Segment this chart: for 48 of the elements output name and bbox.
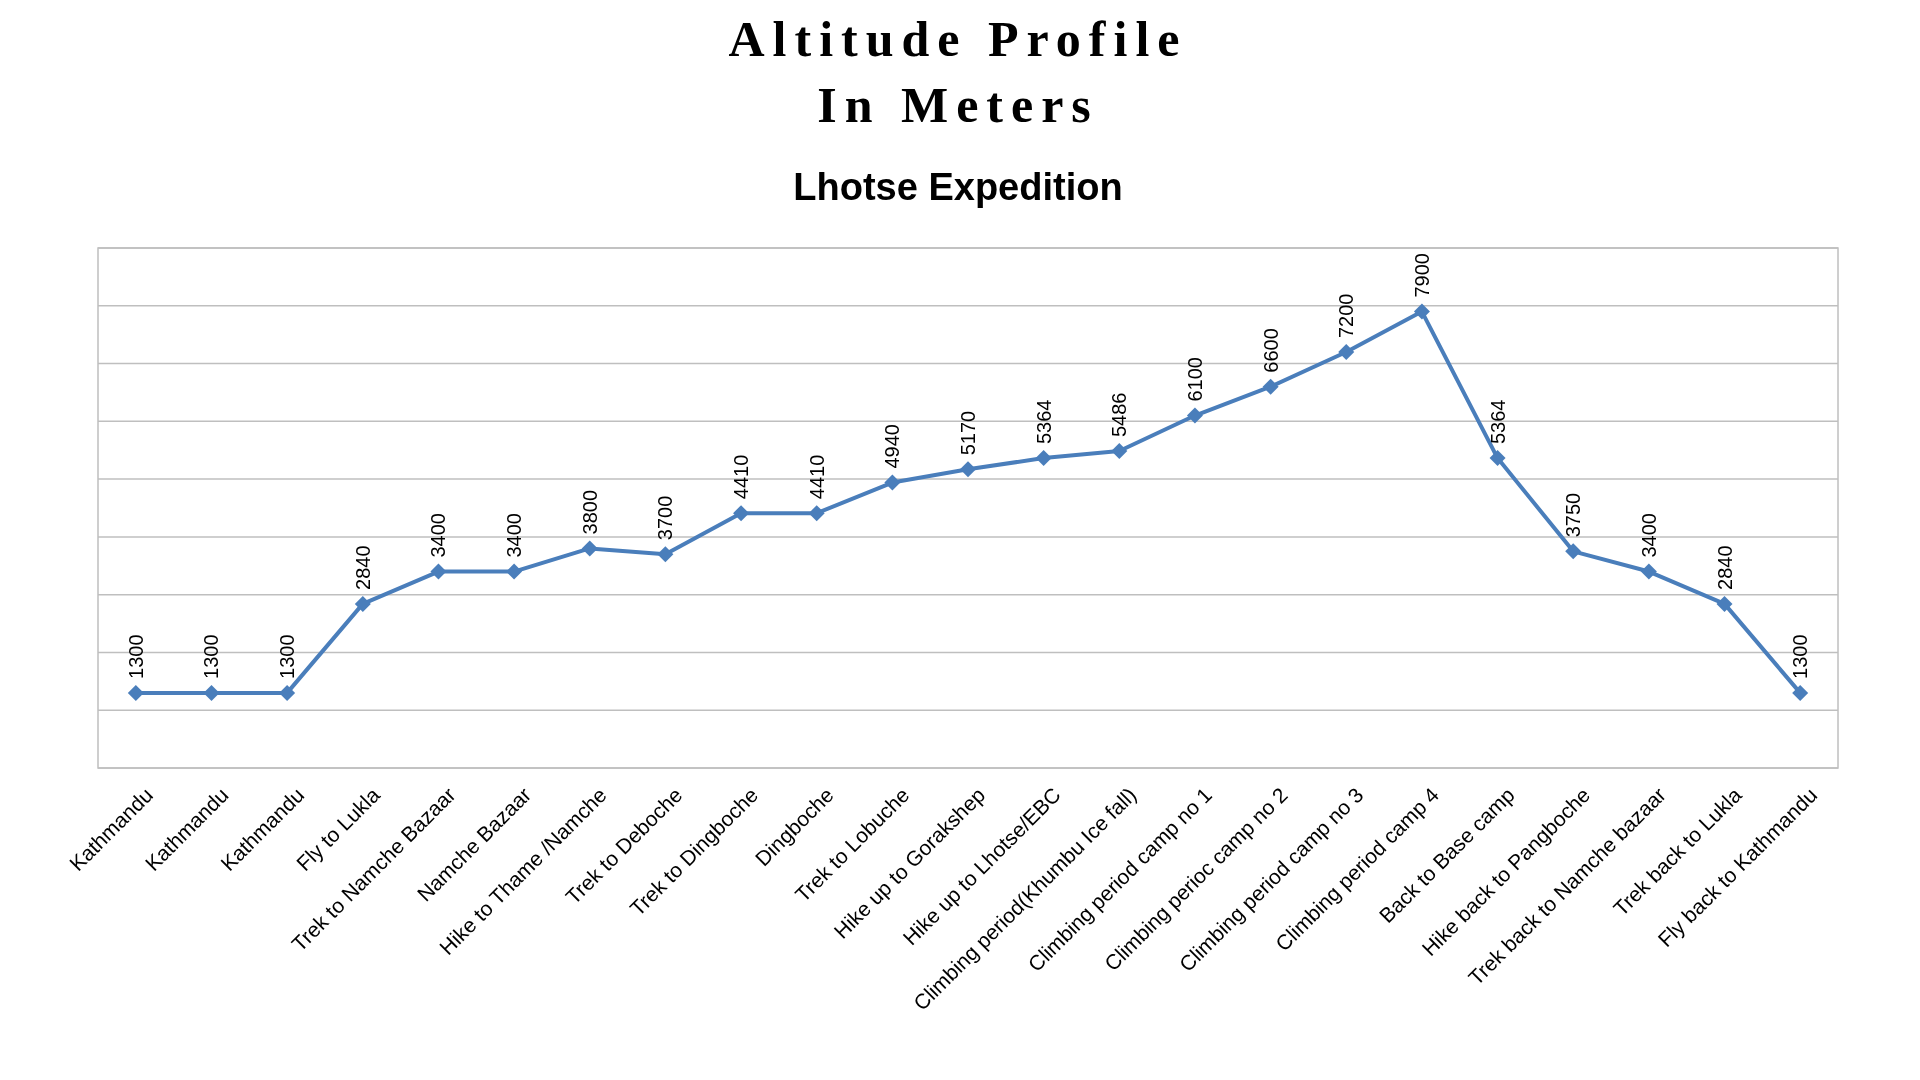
point — [1640, 563, 1657, 580]
point — [581, 540, 598, 557]
data-label: 3400 — [503, 513, 526, 558]
point — [1262, 378, 1279, 395]
point — [1035, 450, 1052, 467]
point — [960, 461, 976, 478]
data-label: 6600 — [1259, 328, 1282, 373]
point — [1565, 543, 1582, 560]
point — [1489, 450, 1506, 467]
point — [1716, 595, 1733, 612]
point — [808, 505, 825, 522]
data-label: 1300 — [276, 634, 299, 679]
data-label: 5170 — [957, 410, 979, 456]
point — [1338, 344, 1355, 360]
data-label: 7200 — [1335, 293, 1358, 338]
data-label: 5486 — [1108, 392, 1131, 438]
data-label: 5364 — [1032, 399, 1055, 445]
data-label: 4410 — [730, 454, 753, 500]
point — [279, 684, 296, 701]
data-label: 1300 — [1789, 634, 1812, 679]
chart-title: Altitude Profile In Meters — [728, 11, 1188, 133]
data-label: 7900 — [1410, 253, 1433, 298]
data-label: 3800 — [578, 489, 601, 535]
data-label: 5364 — [1486, 399, 1509, 445]
chart-subtitle: Lhotse Expedition — [793, 166, 1123, 208]
data-label: 4940 — [881, 424, 904, 469]
point — [203, 684, 220, 701]
point — [354, 595, 371, 612]
point — [127, 684, 144, 701]
data-label: 3400 — [427, 513, 450, 558]
point — [1186, 407, 1203, 424]
point — [1111, 443, 1128, 460]
data-label: 2840 — [1713, 545, 1736, 590]
point — [884, 474, 901, 491]
data-label: 4410 — [805, 454, 828, 500]
data-label: 2840 — [351, 545, 374, 590]
data-label: 3400 — [1637, 513, 1660, 558]
data-label: 1300 — [200, 634, 223, 679]
data-label: 3700 — [654, 495, 677, 541]
point — [1413, 303, 1430, 320]
point — [733, 505, 750, 522]
data-label: 1300 — [124, 634, 147, 679]
point — [657, 546, 674, 563]
point — [1792, 684, 1809, 701]
data-label: 6100 — [1183, 357, 1206, 402]
point — [430, 563, 447, 580]
point — [506, 563, 523, 580]
data-label: 3750 — [1562, 492, 1585, 538]
